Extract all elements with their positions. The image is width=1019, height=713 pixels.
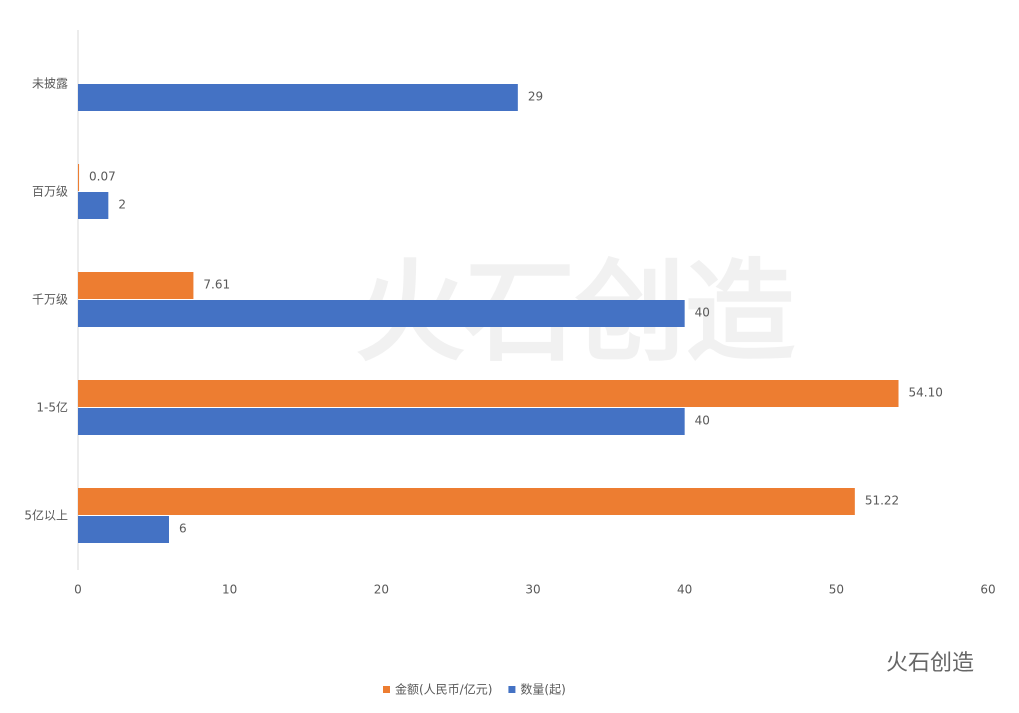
y-tick-label: 1-5亿 xyxy=(36,400,68,415)
data-label: 2 xyxy=(118,198,126,212)
y-tick-label: 百万级 xyxy=(32,185,68,199)
y-tick-label: 未披露 xyxy=(32,77,68,91)
bar xyxy=(78,380,899,407)
data-label: 40 xyxy=(695,306,710,320)
legend-swatch xyxy=(383,686,390,693)
y-tick-label: 千万级 xyxy=(32,293,68,307)
data-label: 7.61 xyxy=(203,278,230,292)
x-tick-label: 50 xyxy=(829,583,844,597)
watermark: 火石创造 xyxy=(886,651,974,676)
data-label: 29 xyxy=(528,90,543,104)
bar xyxy=(78,408,685,435)
x-tick-label: 40 xyxy=(677,583,692,597)
bar xyxy=(78,488,855,515)
x-tick-label: 30 xyxy=(525,583,540,597)
x-tick-label: 60 xyxy=(980,583,995,597)
data-label: 6 xyxy=(179,522,187,536)
x-tick-label: 10 xyxy=(222,583,237,597)
legend-label: 金额(人民币/亿元) xyxy=(395,682,492,697)
legend-label: 数量(起) xyxy=(520,682,565,697)
data-label: 0.07 xyxy=(89,170,116,184)
bar xyxy=(78,272,194,299)
x-tick-label: 20 xyxy=(374,583,389,597)
legend-swatch xyxy=(508,686,516,693)
bar xyxy=(78,192,109,219)
data-label: 51.22 xyxy=(865,494,899,508)
data-label: 40 xyxy=(695,414,710,428)
bar xyxy=(78,300,685,327)
y-tick-label: 5亿以上 xyxy=(24,508,68,523)
bar xyxy=(78,84,518,111)
x-tick-label: 0 xyxy=(74,583,82,597)
data-label: 54.10 xyxy=(909,386,943,400)
bar xyxy=(78,516,169,543)
bar xyxy=(78,164,80,191)
